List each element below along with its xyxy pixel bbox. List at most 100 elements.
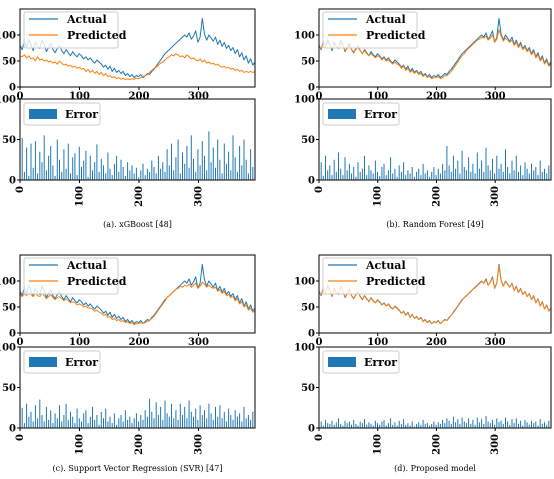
legend: Actual Predicted — [322, 11, 426, 49]
legend-label-error: Error — [65, 356, 98, 369]
legend-box — [23, 257, 119, 295]
x-tick-label: 100 — [74, 186, 85, 207]
y-tick-label: 50 — [2, 57, 16, 68]
y-tick-label: 50 — [2, 383, 16, 394]
y-tick-label: 50 — [301, 57, 315, 68]
legend-box — [322, 11, 418, 49]
x-tick-label: 200 — [134, 186, 145, 207]
y-tick-label: 100 — [294, 277, 315, 288]
panel-caption: (c). Support Vector Regression (SVR) [47… — [53, 464, 223, 473]
y-tick-label: 0 — [9, 329, 16, 340]
x-tick-label: 100 — [69, 91, 90, 102]
legend: Error — [23, 102, 101, 126]
x-tick-label: 100 — [373, 434, 384, 455]
line-subplot: 0 50 100 0 100 200 300 Actual Predicted — [294, 254, 552, 348]
x-tick-label: 200 — [426, 337, 447, 348]
error-subplot: 0 50 100 0 100 200 300 Error — [0, 343, 256, 455]
x-tick-label: 300 — [193, 434, 204, 455]
y-tick-label: 50 — [301, 135, 315, 146]
x-tick-label: 200 — [134, 434, 145, 455]
x-tick-label: 200 — [431, 434, 442, 455]
axes-frame — [318, 8, 552, 88]
error-subplot: 0 50 100 0 100 200 300 Error — [294, 343, 552, 455]
error-subplot: 0 50 100 0 100 200 300 Error — [0, 95, 256, 207]
x-tick-label: 100 — [367, 91, 388, 102]
legend-label-actual: Actual — [66, 259, 107, 272]
legend-label-error: Error — [364, 356, 397, 369]
legend-label-error: Error — [65, 108, 98, 121]
x-tick-label: 300 — [485, 91, 506, 102]
legend: Error — [322, 102, 400, 126]
panel-caption: (a). xGBoost [48] — [103, 220, 172, 229]
y-tick-label: 50 — [301, 383, 315, 394]
legend-box — [322, 350, 400, 374]
legend: Actual Predicted — [23, 11, 127, 49]
y-tick-label: 100 — [0, 277, 16, 288]
x-tick-label: 300 — [490, 434, 501, 455]
y-tick-label: 50 — [301, 303, 315, 314]
y-tick-label: 100 — [294, 343, 315, 354]
x-tick-label: 0 — [17, 91, 24, 102]
legend-label-predicted: Predicted — [67, 29, 127, 42]
x-tick-label: 100 — [69, 337, 90, 348]
x-tick-label: 0 — [314, 186, 325, 193]
legend: Error — [322, 350, 400, 374]
x-tick-label: 200 — [129, 91, 150, 102]
y-tick-label: 0 — [9, 424, 16, 435]
x-tick-label: 100 — [74, 434, 85, 455]
series-line-predicted — [19, 53, 256, 81]
legend-swatch-error — [328, 357, 356, 367]
line-subplot: 0 50 100 0 100 200 300 Actual Predicted — [0, 254, 256, 348]
legend-label-error: Error — [364, 108, 397, 121]
axes-frame — [318, 254, 552, 334]
error-subplot: 0 50 100 0 100 200 300 Error — [294, 95, 552, 207]
legend: Actual Predicted — [322, 257, 426, 295]
legend-label-actual: Actual — [66, 13, 107, 26]
legend: Error — [23, 350, 101, 374]
panel-caption: (d). Proposed model — [394, 464, 476, 473]
y-tick-label: 100 — [0, 31, 16, 42]
legend-swatch-error — [328, 109, 356, 119]
y-tick-label: 100 — [294, 95, 315, 106]
series-line-predicted — [19, 281, 256, 326]
x-tick-label: 0 — [15, 186, 26, 193]
x-tick-label: 0 — [316, 337, 323, 348]
y-tick-label: 0 — [9, 83, 16, 94]
legend-box — [322, 102, 400, 126]
y-tick-label: 50 — [2, 303, 16, 314]
y-tick-label: 0 — [308, 176, 315, 187]
legend-label-predicted: Predicted — [366, 29, 426, 42]
panel-caption: (b). Random Forest [49] — [386, 220, 483, 229]
x-tick-label: 200 — [426, 91, 447, 102]
y-tick-label: 0 — [308, 83, 315, 94]
legend-swatch-error — [29, 357, 57, 367]
x-tick-label: 100 — [367, 337, 388, 348]
chart-panel-3: 0501000100200300ActualPredicted050100010… — [0, 254, 256, 473]
x-tick-label: 0 — [316, 91, 323, 102]
x-tick-label: 300 — [490, 186, 501, 207]
legend-box — [322, 257, 418, 295]
y-tick-label: 50 — [2, 135, 16, 146]
x-tick-label: 0 — [17, 337, 24, 348]
axes-frame — [19, 254, 256, 334]
x-tick-label: 300 — [485, 337, 506, 348]
x-tick-label: 300 — [193, 186, 204, 207]
x-tick-label: 0 — [314, 434, 325, 441]
legend-label-actual: Actual — [365, 13, 406, 26]
y-tick-label: 100 — [294, 31, 315, 42]
chart-panel-1: 0501000100200300ActualPredicted050100010… — [0, 8, 256, 229]
x-tick-label: 0 — [15, 434, 26, 441]
axes-frame — [19, 8, 256, 88]
line-subplot: 0 50 100 0 100 200 300 Actual Predicted — [0, 8, 256, 102]
legend-label-predicted: Predicted — [366, 275, 426, 288]
x-tick-label: 200 — [431, 186, 442, 207]
legend-box — [23, 11, 119, 49]
legend-box — [23, 102, 101, 126]
x-tick-label: 200 — [129, 337, 150, 348]
y-tick-label: 0 — [9, 176, 16, 187]
legend-box — [23, 350, 101, 374]
y-tick-label: 0 — [308, 424, 315, 435]
